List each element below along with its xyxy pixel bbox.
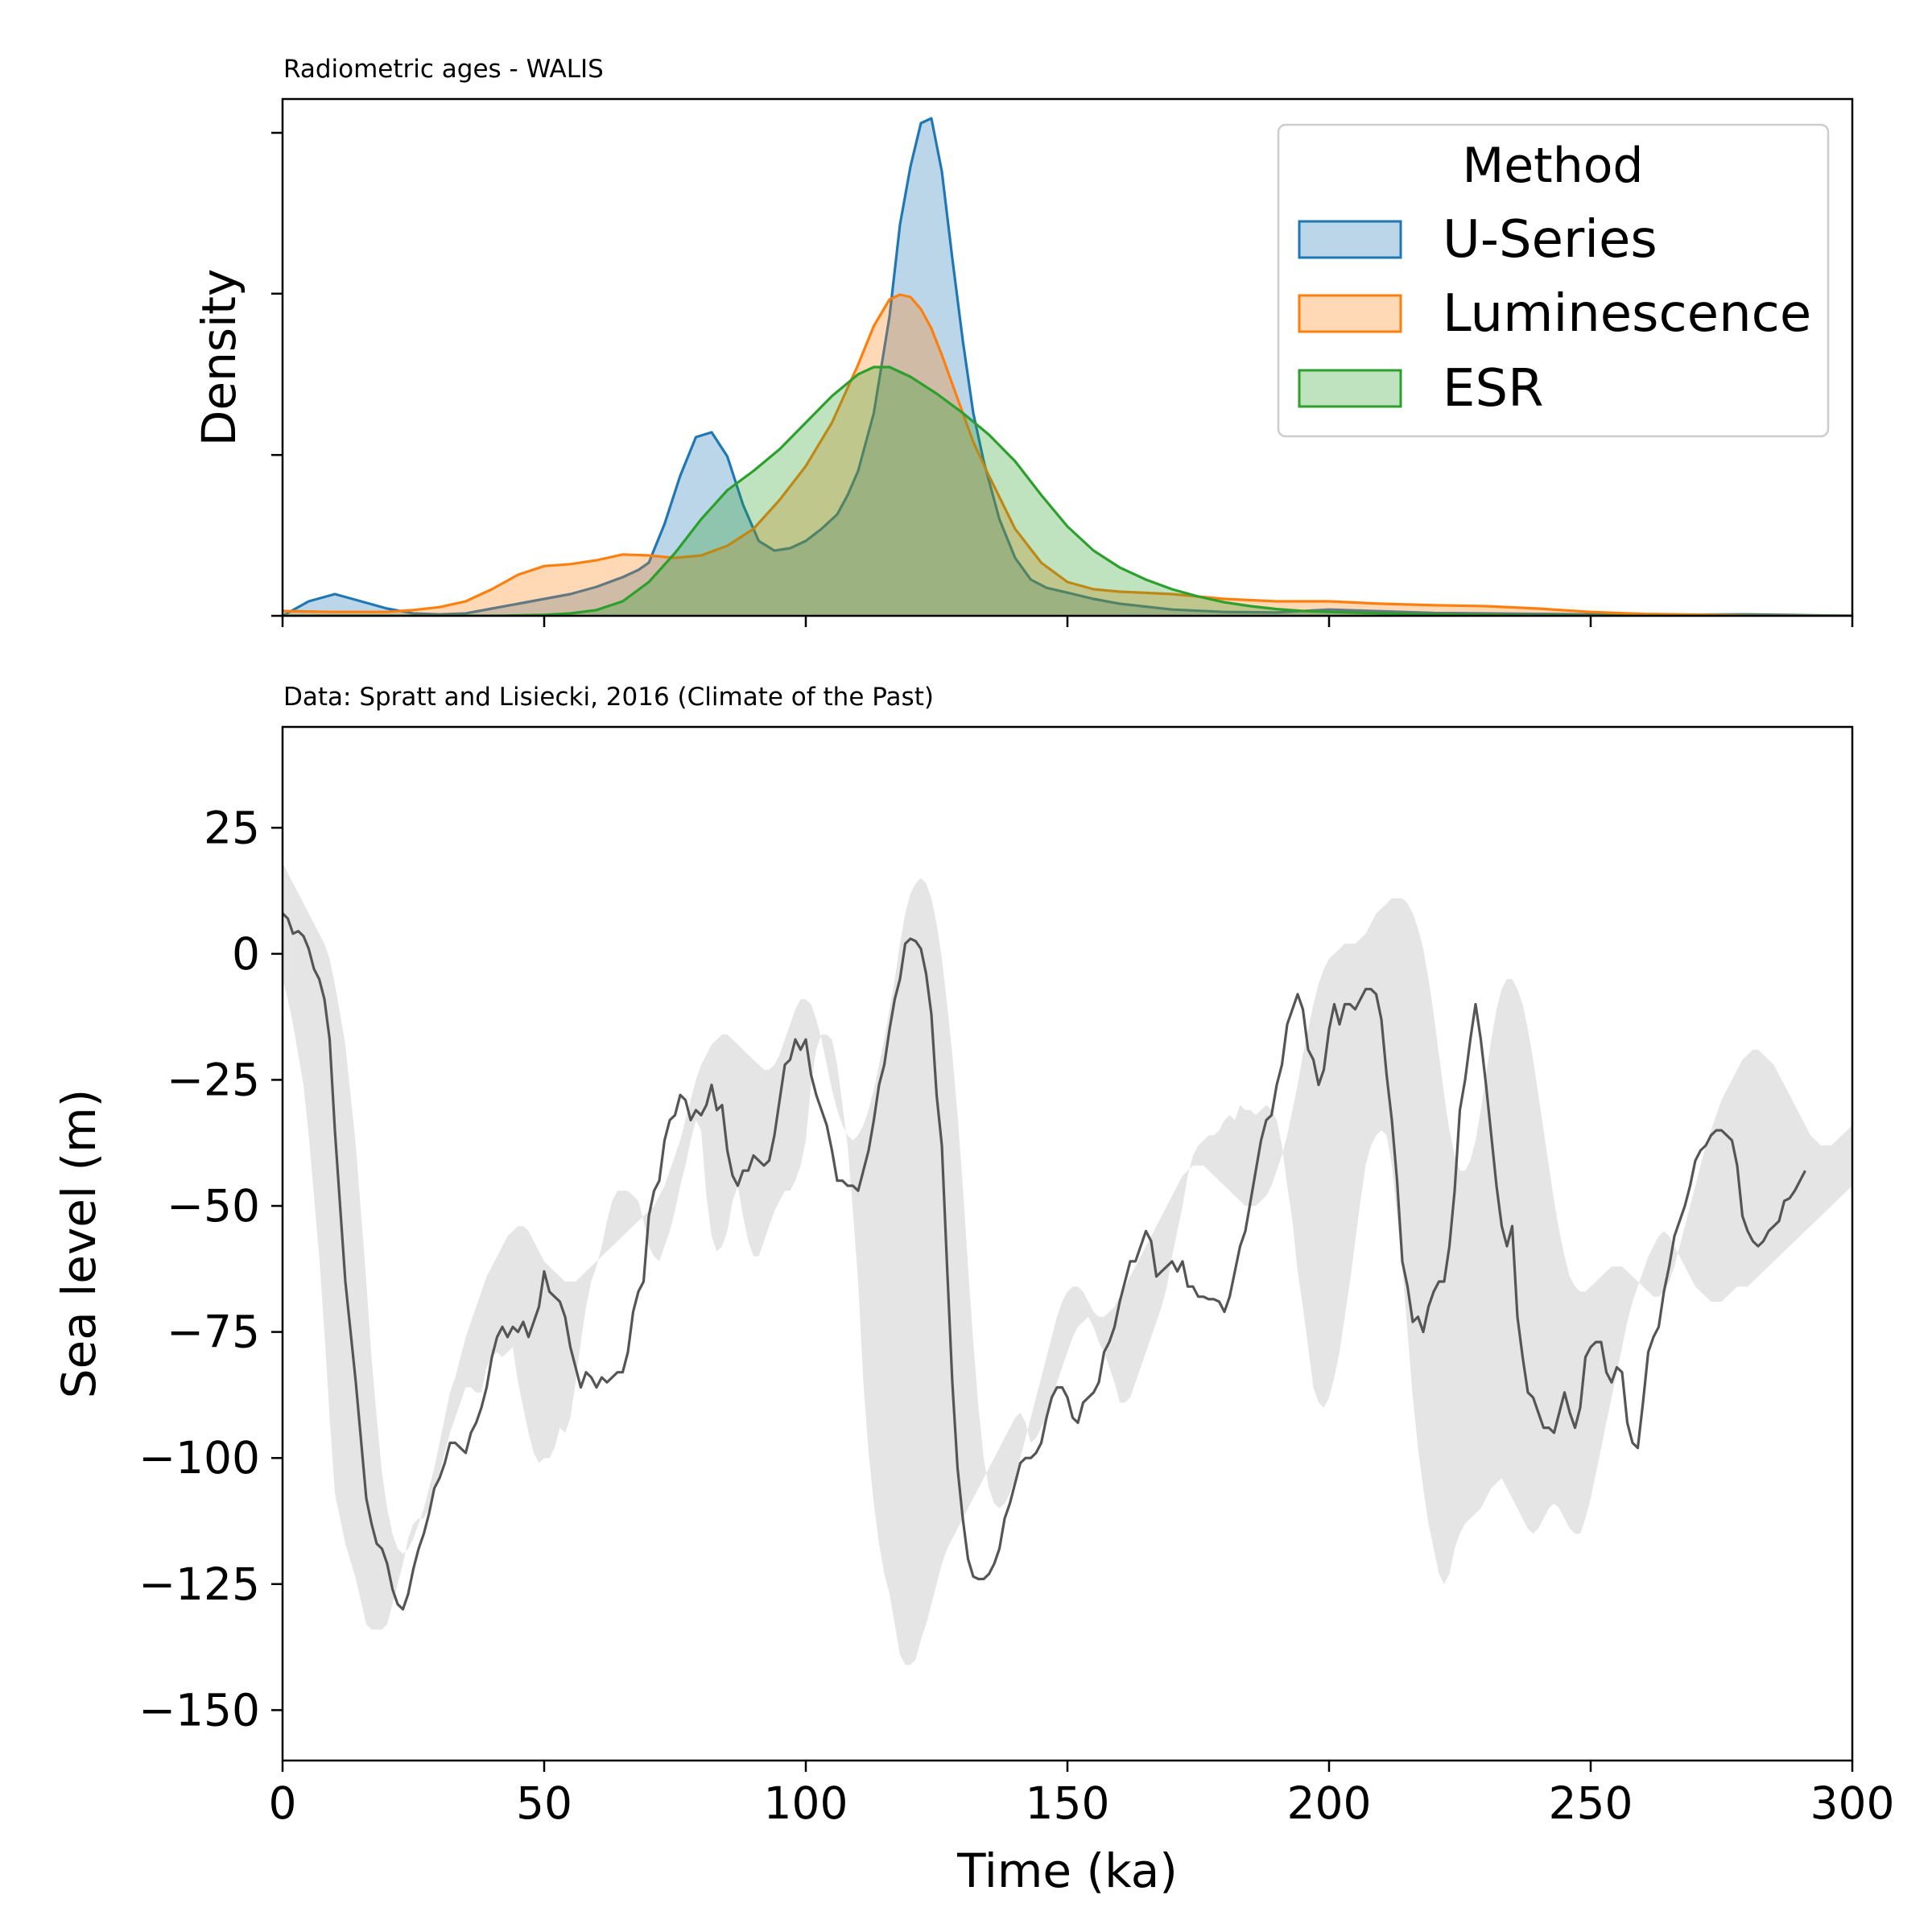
legend-swatch-u-series	[1298, 220, 1402, 259]
legend-title: Method	[1462, 138, 1643, 194]
legend-swatch-luminescence	[1298, 294, 1402, 333]
sea-level-y-tick-label-3: −50	[167, 1180, 260, 1232]
density-y-axis-label: Density	[192, 269, 246, 447]
density-line-esr	[283, 365, 1852, 616]
sea-level-x-tick-label-0: 0	[269, 1777, 297, 1829]
density-line-luminescence	[283, 293, 1852, 616]
sea-level-panel: Data: Spratt and Lisiecki, 2016 (Climate…	[52, 683, 1894, 1898]
sea-level-y-tick-label-0: 25	[204, 802, 260, 853]
legend-item-luminescence: Luminescence	[1298, 284, 1811, 344]
density-y-ticks	[271, 131, 283, 617]
sea-level-x-tick-label-6: 300	[1810, 1777, 1895, 1829]
sea-level-x-tick-label-1: 50	[516, 1777, 572, 1829]
density-panel: Radiometric ages - WALIS Density Method …	[192, 55, 1854, 627]
sea-level-plot-frame	[281, 725, 1854, 1762]
density-panel-title: Radiometric ages - WALIS	[283, 55, 604, 84]
sea-level-x-tick-label-2: 100	[764, 1777, 848, 1829]
time-x-axis-label: Time (ka)	[956, 1843, 1178, 1898]
legend: Method U-Series Luminescence ESR	[1277, 123, 1830, 438]
sea-level-y-tick-label-5: −100	[138, 1432, 260, 1484]
legend-label-esr: ESR	[1443, 359, 1544, 419]
sea-level-y-tick-label-6: −125	[138, 1558, 260, 1610]
legend-swatch-esr	[1298, 369, 1402, 408]
sea-level-y-tick-label-2: −25	[167, 1054, 260, 1105]
sea-level-plot	[283, 863, 1852, 1665]
sea-level-y-tick-label-4: −75	[167, 1307, 260, 1358]
sea-level-x-tick-label-4: 200	[1287, 1777, 1372, 1829]
sea-level-y-tick-label-7: −150	[138, 1684, 260, 1736]
density-plot-frame	[281, 97, 1854, 617]
sea-level-x-tick-label-5: 250	[1549, 1777, 1633, 1829]
legend-label-u-series: U-Series	[1443, 210, 1657, 270]
density-x-ticks	[281, 616, 1854, 627]
legend-label-luminescence: Luminescence	[1443, 284, 1811, 344]
sea-level-line	[283, 912, 1806, 1611]
sea-level-y-ticks: 25 0 −25 −50 −75 −100 −125 −150	[138, 802, 283, 1736]
sea-level-panel-title: Data: Spratt and Lisiecki, 2016 (Climate…	[283, 683, 934, 712]
density-line-u-series	[283, 117, 1852, 616]
sea-level-y-axis-label: Sea level (m)	[52, 1089, 106, 1399]
sea-level-x-tick-label-3: 150	[1026, 1777, 1110, 1829]
sea-level-y-tick-label-1: 0	[232, 928, 260, 980]
legend-item-u-series: U-Series	[1298, 210, 1657, 270]
sea-level-x-ticks: 0 50 100 150 200 250 300	[269, 1761, 1895, 1829]
density-areas	[283, 117, 1852, 616]
legend-frame	[1277, 123, 1830, 438]
sea-level-uncertainty-band	[283, 863, 1852, 1665]
legend-item-esr: ESR	[1298, 359, 1544, 419]
